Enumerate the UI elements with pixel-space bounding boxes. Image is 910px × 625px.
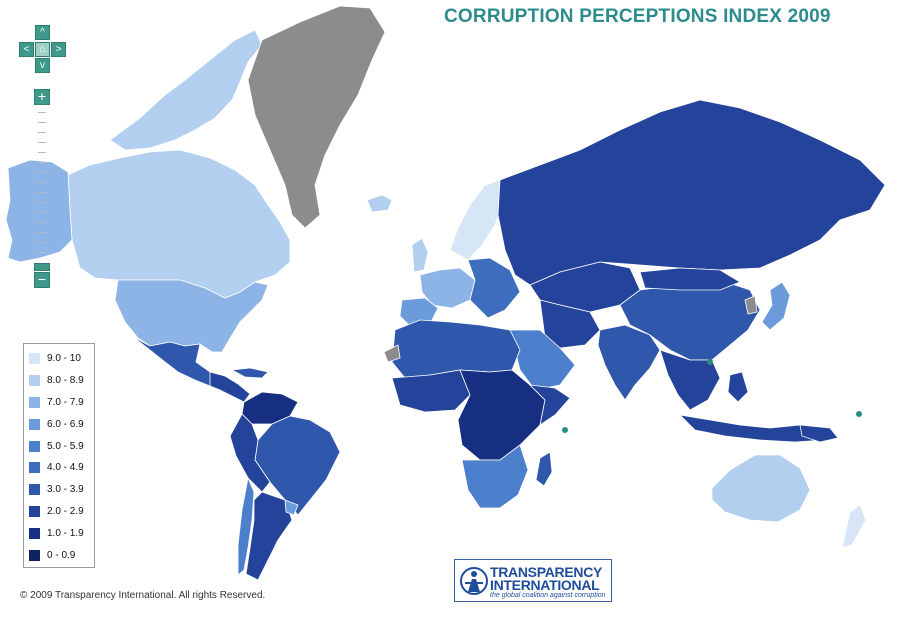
country-japan[interactable] [761, 281, 791, 331]
small-state-marker-hong-kong[interactable] [707, 359, 713, 365]
country-greenland[interactable] [247, 5, 386, 229]
logo-tagline: the global coalition against corruption [490, 592, 606, 599]
legend-item: 5.0 - 5.9 [29, 435, 94, 457]
country-australia[interactable] [711, 454, 811, 523]
country-caribbean[interactable] [230, 367, 269, 379]
zoom-tick [38, 152, 46, 153]
country-north-africa[interactable] [391, 319, 521, 379]
country-southeast-asia[interactable] [659, 349, 721, 411]
country-iceland[interactable] [366, 194, 393, 213]
zoom-tick [38, 142, 46, 143]
country-chile[interactable] [237, 476, 255, 576]
legend-swatch [29, 462, 40, 474]
logo-word-international: INTERNATIONAL [490, 577, 600, 593]
pan-down-button[interactable]: v [35, 58, 50, 73]
country-mongolia[interactable] [639, 267, 741, 291]
legend-label: 8.0 - 8.9 [47, 375, 84, 387]
legend-swatch [29, 418, 40, 430]
legend-swatch [29, 440, 40, 452]
country-philippines[interactable] [727, 371, 749, 403]
country-papua-new-guinea[interactable] [799, 424, 839, 443]
zoom-tick [38, 172, 46, 173]
legend-swatch [29, 375, 40, 387]
zoom-tick [38, 232, 46, 233]
transparency-international-logo[interactable]: TRANSPARENCY INTERNATIONAL the global co… [454, 559, 612, 602]
legend-item: 4.0 - 4.9 [29, 457, 94, 479]
legend-swatch [29, 396, 40, 408]
zoom-tick [38, 212, 46, 213]
country-southern-africa[interactable] [461, 444, 529, 509]
legend-label: 5.0 - 5.9 [47, 440, 84, 452]
legend-label: 2.0 - 2.9 [47, 505, 84, 517]
country-eastern-europe[interactable] [467, 257, 521, 319]
legend-label: 6.0 - 6.9 [47, 418, 84, 430]
legend-label: 0 - 0.9 [47, 549, 76, 561]
legend-label: 9.0 - 10 [47, 353, 81, 365]
map-title: CORRUPTION PERCEPTIONS INDEX 2009 [444, 6, 831, 27]
zoom-tick [38, 122, 46, 123]
country-horn-of-africa[interactable] [528, 384, 571, 426]
legend-item: 8.0 - 8.9 [29, 370, 94, 392]
small-state-marker-mauritius[interactable] [562, 427, 568, 433]
country-scandinavia[interactable] [449, 179, 506, 261]
zoom-tick [38, 222, 46, 223]
zoom-tick [38, 252, 46, 253]
country-new-zealand[interactable] [841, 504, 867, 549]
legend-item: 7.0 - 7.9 [29, 392, 94, 414]
country-arabia[interactable] [509, 329, 576, 391]
legend-item: 2.0 - 2.9 [29, 501, 94, 523]
zoom-tick [38, 112, 46, 113]
zoom-in-button[interactable]: + [34, 89, 50, 105]
country-canada[interactable] [67, 149, 291, 299]
country-north-korea[interactable] [744, 295, 758, 315]
zoom-tick [38, 192, 46, 193]
zoom-slider-thumb[interactable] [34, 263, 50, 271]
country-western-sahara[interactable] [383, 344, 401, 363]
country-india[interactable] [597, 324, 661, 401]
zoom-tick [38, 162, 46, 163]
legend-item: 6.0 - 6.9 [29, 413, 94, 435]
zoom-slider[interactable] [34, 106, 50, 271]
legend-swatch [29, 353, 40, 365]
legend-label: 7.0 - 7.9 [47, 396, 84, 408]
logo-word-transparency: TRANSPARENCY [490, 564, 603, 580]
copyright-notice: © 2009 Transparency International. All r… [20, 590, 266, 601]
country-usa-alaska[interactable] [5, 159, 73, 263]
legend-swatch [29, 505, 40, 517]
globe-figure-icon [460, 567, 488, 595]
country-madagascar[interactable] [535, 451, 553, 487]
zoom-tick [38, 182, 46, 183]
pan-up-button[interactable]: ^ [35, 25, 50, 40]
pan-left-button[interactable]: < [19, 42, 34, 57]
legend-label: 1.0 - 1.9 [47, 527, 84, 539]
country-usa[interactable] [114, 279, 269, 353]
small-state-marker-pacific[interactable] [856, 411, 862, 417]
country-peru-bolivia[interactable] [229, 413, 271, 493]
legend-label: 4.0 - 4.9 [47, 462, 84, 474]
legend-label: 3.0 - 3.9 [47, 484, 84, 496]
legend-swatch [29, 527, 40, 539]
zoom-tick [38, 202, 46, 203]
legend-item: 0 - 0.9 [29, 544, 94, 566]
legend-item: 3.0 - 3.9 [29, 479, 94, 501]
zoom-tick [38, 242, 46, 243]
legend-swatch [29, 549, 40, 561]
home-icon[interactable]: ⌂ [35, 42, 50, 57]
legend-item: 9.0 - 10 [29, 348, 94, 370]
country-west-africa[interactable] [391, 369, 471, 413]
legend-swatch [29, 484, 40, 496]
country-uruguay[interactable] [284, 499, 299, 516]
legend: 9.0 - 10 8.0 - 8.9 7.0 - 7.9 6.0 - 6.9 5.0 -… [23, 343, 95, 568]
pan-control: ^ < ⌂ > v [17, 25, 68, 73]
country-united-kingdom[interactable] [411, 237, 429, 273]
pan-right-button[interactable]: > [51, 42, 66, 57]
legend-item: 1.0 - 1.9 [29, 522, 94, 544]
country-canada-arctic[interactable] [109, 29, 263, 151]
zoom-out-button[interactable]: − [34, 272, 50, 288]
country-russia[interactable] [497, 99, 886, 286]
zoom-tick [38, 132, 46, 133]
